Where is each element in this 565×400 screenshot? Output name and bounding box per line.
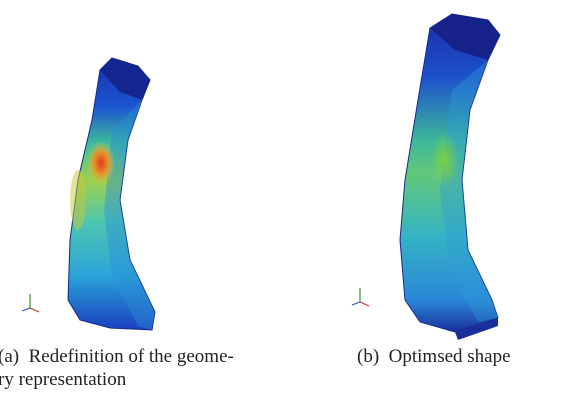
shape-a: [68, 58, 155, 330]
figure: (a) Redefinition of the geome- ry repres…: [0, 0, 565, 400]
caption-line: ry representation: [0, 369, 127, 390]
caption-line: (a) Redefinition of the geome-: [0, 346, 234, 367]
axis-triad-a: [22, 294, 39, 312]
axis-triad-b: [352, 288, 369, 306]
shape-b: [400, 14, 500, 340]
caption-line: (b) Optimsed shape: [357, 346, 511, 367]
page: (a) Redefinition of the geome- ry repres…: [0, 0, 565, 400]
